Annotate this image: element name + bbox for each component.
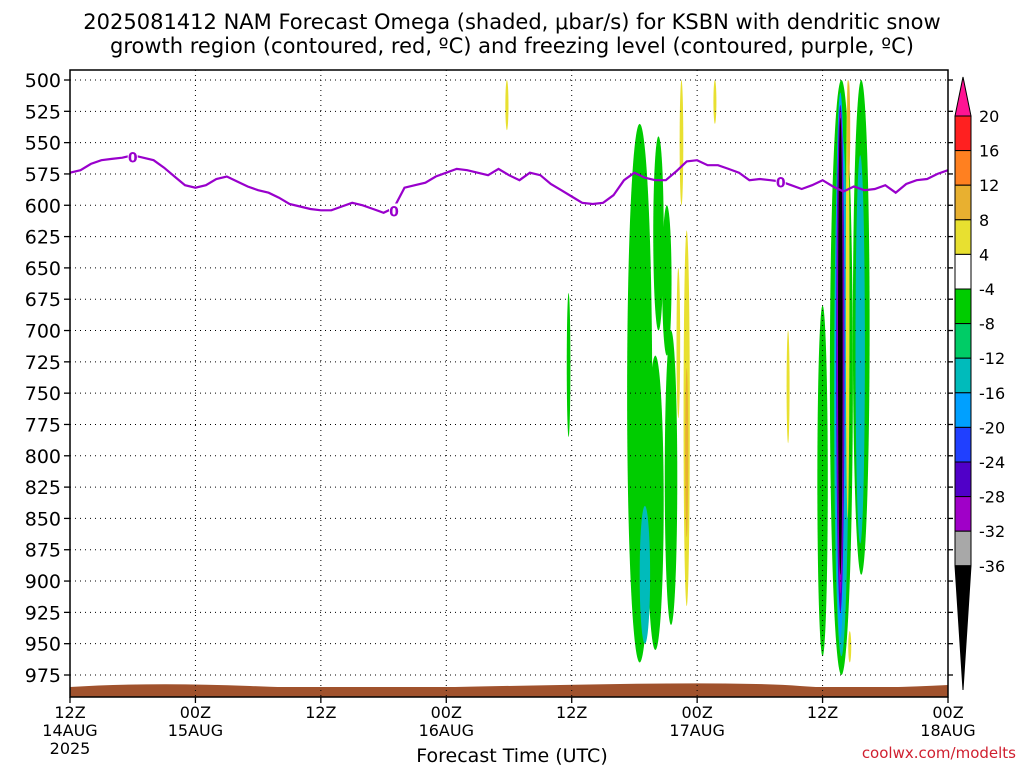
x-tick-label-1: 00Z <box>180 703 211 722</box>
omega-region-6 <box>639 505 651 644</box>
freezing-level-line <box>69 154 949 214</box>
colorbar-label-3: 8 <box>979 211 989 230</box>
colorbar-segment-6 <box>954 288 972 325</box>
omega-region-13 <box>786 330 790 444</box>
omega-region-1 <box>646 355 664 650</box>
y-tick-label-4: 600 <box>25 195 61 217</box>
colorbar-segment-8 <box>954 357 972 394</box>
freezing-level-label-bg-1 <box>389 203 400 218</box>
colorbar-label-0: 20 <box>979 107 999 126</box>
ground-surface <box>70 687 948 697</box>
colorbar-segment-9 <box>954 392 972 428</box>
y-tick-label-17: 925 <box>25 602 61 624</box>
colorbar-label-4: 4 <box>979 245 989 264</box>
y-tick-label-3: 575 <box>25 164 61 186</box>
y-tick-label-12: 800 <box>25 446 61 468</box>
colorbar-top-arrow <box>954 76 972 117</box>
x-tick-date-1: 15AUG <box>168 721 223 740</box>
y-tick-label-5: 625 <box>25 227 61 249</box>
colorbar-segment-7 <box>954 323 972 359</box>
y-tick-label-15: 875 <box>25 540 61 562</box>
x-tick-date-3: 16AUG <box>419 721 474 740</box>
freezing-level-label-2: 0 <box>776 176 786 192</box>
colorbar-segment-1 <box>954 115 972 152</box>
colorbar-label-9: -20 <box>979 418 1005 437</box>
colorbar-label-12: -32 <box>979 522 1005 541</box>
colorbar-label-13: -36 <box>979 557 1005 576</box>
colorbar-label-10: -24 <box>979 453 1005 472</box>
colorbar-segment-3 <box>954 184 972 221</box>
colorbar: 20 16 12 8 4 -4 -8 -12 -16 -20 -24 -28 -32 -36 <box>954 76 1005 691</box>
x-tick-label-4: 12Z <box>556 703 587 722</box>
colorbar-segment-2 <box>954 150 972 186</box>
y-tick-label-9: 725 <box>25 352 61 374</box>
y-tick-label-7: 675 <box>25 289 61 311</box>
x-tick-label-7: 00Z <box>932 703 963 722</box>
credit-text: coolwx.com/modelts <box>861 744 1016 762</box>
y-tick-label-16: 900 <box>25 571 61 593</box>
omega-region-25 <box>848 631 852 663</box>
x-tick-label-6: 12Z <box>807 703 838 722</box>
x-tick-label-3: 00Z <box>431 703 462 722</box>
omega-region-22 <box>837 117 843 575</box>
omega-region-2 <box>664 330 678 625</box>
y-tick-label-19: 975 <box>25 665 61 687</box>
colorbar-label-5: -4 <box>979 280 995 299</box>
colorbar-segment-11 <box>954 461 972 498</box>
x-tick-date-7: 18AUG <box>920 721 975 740</box>
freezing-level-label-1: 0 <box>389 205 399 221</box>
omega-region-18 <box>855 155 865 544</box>
colorbar-segment-13 <box>954 530 972 567</box>
x-tick-year-0: 2025 <box>50 739 91 758</box>
omega-region-12 <box>685 368 689 538</box>
y-tick-label-1: 525 <box>25 101 61 123</box>
omega-region-4 <box>662 205 672 356</box>
freezing-level-label-bg-2 <box>775 174 786 189</box>
y-tick-label-0: 500 <box>25 70 61 92</box>
y-tick-label-13: 825 <box>25 477 61 499</box>
x-tick-label-5: 00Z <box>681 703 712 722</box>
colorbar-label-1: 16 <box>979 142 999 161</box>
omega-region-3 <box>653 136 664 331</box>
chart-title-line-1: 2025081412 NAM Forecast Omega (shaded, μ… <box>83 10 941 34</box>
omega-region-10 <box>676 267 681 419</box>
colorbar-segment-4 <box>954 219 972 255</box>
plot-frame <box>69 69 949 698</box>
y-tick-label-2: 550 <box>25 133 61 155</box>
chart-title-line-2: growth region (contoured, red, ºC) and f… <box>110 34 914 58</box>
colorbar-label-11: -28 <box>979 488 1005 507</box>
x-tick-label-0: 12Z <box>54 703 85 722</box>
y-tick-label-10: 750 <box>25 383 61 405</box>
x-axis-title: Forecast Time (UTC) <box>416 745 608 767</box>
omega-region-5 <box>566 292 571 437</box>
colorbar-label-7: -12 <box>979 349 1005 368</box>
freezing-level-label-0: 0 <box>128 151 138 167</box>
y-tick-label-6: 650 <box>25 258 61 280</box>
y-tick-label-18: 950 <box>25 634 61 656</box>
y-tick-label-11: 775 <box>25 414 61 436</box>
omega-region-24 <box>847 80 851 181</box>
x-tick-date-5: 17AUG <box>669 721 724 740</box>
ground-terrain <box>70 683 948 690</box>
plot-area: 0 0 0 <box>69 70 949 697</box>
colorbar-label-2: 12 <box>979 176 999 195</box>
x-tick-label-2: 12Z <box>305 703 336 722</box>
colorbar-bottom-arrow <box>954 565 972 691</box>
omega-region-9 <box>713 80 717 124</box>
omega-region-11 <box>505 80 509 131</box>
colorbar-label-6: -8 <box>979 315 995 334</box>
freezing-level-label-bg-0 <box>127 149 138 164</box>
colorbar-segment-5 <box>954 253 972 290</box>
x-tick-date-0: 14AUG <box>42 721 97 740</box>
colorbar-segment-12 <box>954 496 972 532</box>
colorbar-label-8: -16 <box>979 384 1005 403</box>
colorbar-segment-10 <box>954 426 972 463</box>
plot-background <box>70 70 948 697</box>
y-tick-label-8: 700 <box>25 321 61 343</box>
y-tick-label-14: 850 <box>25 508 61 530</box>
